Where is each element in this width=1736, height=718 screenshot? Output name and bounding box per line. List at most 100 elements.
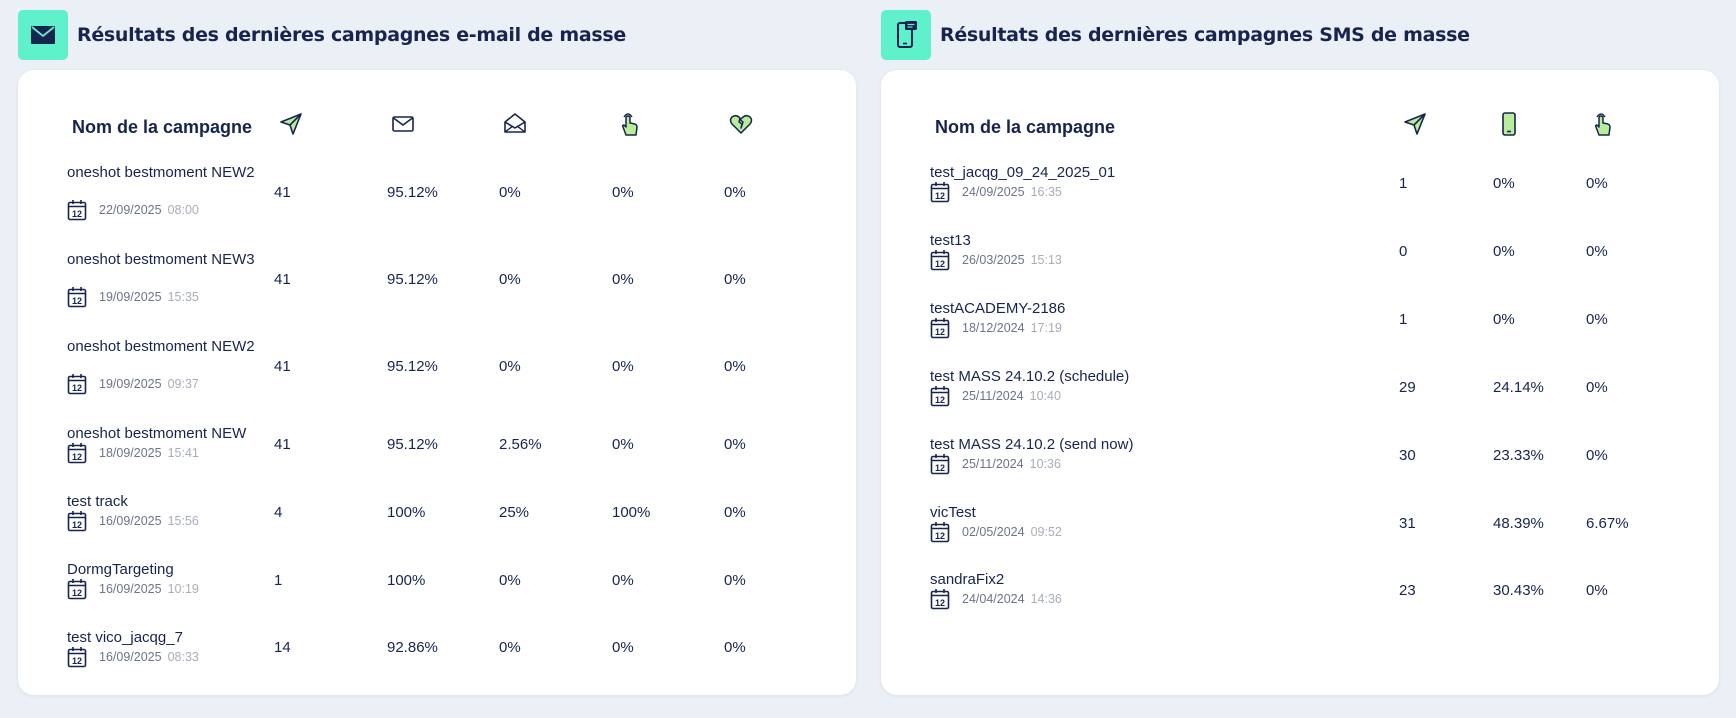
sent-count: 30 — [1399, 447, 1416, 464]
delivered-rate: 24.14% — [1493, 379, 1544, 396]
svg-text:12: 12 — [72, 588, 82, 598]
campaign-date-line: 12 26/03/2025 15:13 — [930, 249, 1062, 271]
sent-count: 41 — [274, 271, 291, 288]
click-rate: 6.67% — [1586, 515, 1629, 532]
delivered-rate: 0% — [1493, 243, 1515, 260]
calendar-icon: 12 — [67, 510, 87, 532]
campaign-name[interactable]: sandraFix2 — [930, 571, 1005, 588]
campaign-name[interactable]: test13 — [930, 232, 971, 249]
campaign-date: 18/09/2025 — [99, 446, 162, 460]
delivered-rate: 48.39% — [1493, 515, 1544, 532]
svg-text:12: 12 — [72, 656, 82, 666]
delivered-rate: 23.33% — [1493, 447, 1544, 464]
click-rate: 0% — [612, 572, 634, 589]
sent-count: 4 — [274, 504, 283, 521]
send-icon — [1404, 113, 1426, 135]
sent-count: 29 — [1399, 379, 1416, 396]
campaign-time: 08:00 — [167, 203, 199, 217]
open-rate: 0% — [499, 572, 521, 589]
sms-column-campaign-name: Nom de la campagne — [935, 117, 1116, 137]
campaign-date-line: 12 18/12/2024 17:19 — [930, 317, 1062, 339]
unsubscribe-rate: 0% — [724, 436, 746, 453]
sent-count: 1 — [1399, 311, 1408, 328]
svg-text:12: 12 — [935, 327, 945, 337]
calendar-icon: 12 — [930, 521, 950, 543]
open-rate: 0% — [499, 271, 521, 288]
campaign-time: 09:52 — [1030, 525, 1062, 539]
click-rate: 0% — [1586, 175, 1608, 192]
campaign-date-line: 12 19/09/2025 15:35 — [67, 286, 199, 308]
unsubscribe-rate: 0% — [724, 271, 746, 288]
campaign-date: 19/09/2025 — [99, 290, 162, 304]
calendar-icon: 12 — [930, 181, 950, 203]
campaign-date: 02/05/2024 — [962, 525, 1025, 539]
sms-campaigns-card — [881, 70, 1719, 695]
campaign-date: 16/09/2025 — [99, 514, 162, 528]
sent-count: 0 — [1399, 243, 1408, 260]
envelope-icon — [18, 10, 68, 60]
campaign-date: 16/09/2025 — [99, 650, 162, 664]
campaign-name[interactable]: oneshot bestmoment NEW3 — [67, 251, 255, 268]
campaign-time: 15:56 — [167, 514, 199, 528]
campaign-date-line: 12 22/09/2025 08:00 — [67, 199, 199, 221]
click-hand-icon — [1594, 113, 1611, 136]
sent-count: 41 — [274, 436, 291, 453]
sent-count: 41 — [274, 184, 291, 201]
campaign-name[interactable]: testACADEMY-2186 — [930, 300, 1066, 317]
campaign-name[interactable]: oneshot bestmoment NEW — [67, 425, 247, 442]
svg-text:12: 12 — [935, 191, 945, 201]
click-rate: 0% — [612, 184, 634, 201]
svg-text:12: 12 — [935, 395, 945, 405]
calendar-icon: 12 — [930, 317, 950, 339]
campaign-date-line: 12 16/09/2025 15:56 — [67, 510, 199, 532]
campaign-date-line: 12 16/09/2025 08:33 — [67, 646, 199, 668]
campaign-date-line: 12 18/09/2025 15:41 — [67, 442, 199, 464]
campaign-time: 14:36 — [1030, 592, 1062, 606]
delivered-rate: 95.12% — [387, 436, 438, 453]
mobile-phone-icon — [1502, 112, 1516, 136]
campaign-name[interactable]: oneshot bestmoment NEW2 — [67, 338, 255, 355]
campaign-name[interactable]: oneshot bestmoment NEW2 — [67, 164, 255, 181]
calendar-icon: 12 — [930, 385, 950, 407]
sent-count: 23 — [1399, 582, 1416, 599]
calendar-icon: 12 — [930, 453, 950, 475]
calendar-icon: 12 — [930, 249, 950, 271]
open-rate: 0% — [499, 184, 521, 201]
campaign-date: 25/11/2024 — [962, 389, 1024, 403]
campaign-date: 24/04/2024 — [962, 592, 1025, 606]
click-rate: 0% — [1586, 243, 1608, 260]
campaign-date-line: 12 19/09/2025 09:37 — [67, 373, 199, 395]
click-rate: 0% — [1586, 379, 1608, 396]
campaign-name[interactable]: test track — [67, 493, 128, 510]
campaign-date: 25/11/2024 — [962, 457, 1024, 471]
campaign-time: 10:36 — [1029, 457, 1061, 471]
open-rate: 25% — [499, 504, 530, 521]
svg-text:12: 12 — [935, 531, 945, 541]
send-icon — [280, 113, 302, 135]
campaign-date-line: 12 24/04/2024 14:36 — [930, 588, 1062, 610]
delivered-rate: 92.86% — [387, 639, 438, 656]
campaign-date: 16/09/2025 — [99, 582, 162, 596]
campaign-date-line: 12 16/09/2025 10:19 — [67, 578, 199, 600]
campaign-time: 10:40 — [1029, 389, 1061, 403]
campaign-name[interactable]: DormgTargeting — [67, 561, 174, 578]
campaign-time: 17:19 — [1030, 321, 1062, 335]
heart-broken-icon — [729, 114, 753, 134]
sent-count: 14 — [274, 639, 291, 656]
campaign-name[interactable]: test MASS 24.10.2 (schedule) — [930, 368, 1130, 385]
calendar-icon: 12 — [67, 373, 87, 395]
email-section-title: Résultats des dernières campagnes e-mail… — [77, 24, 626, 46]
campaign-name[interactable]: vicTest — [930, 504, 976, 521]
campaign-time: 15:13 — [1030, 253, 1062, 267]
campaign-name[interactable]: test vico_jacqg_7 — [67, 629, 183, 646]
delivered-rate: 30.43% — [1493, 582, 1544, 599]
svg-text:12: 12 — [72, 520, 82, 530]
calendar-icon: 12 — [67, 442, 87, 464]
sms-section-header: Résultats des dernières campagnes SMS de… — [881, 10, 1470, 60]
delivered-rate: 95.12% — [387, 184, 438, 201]
calendar-icon: 12 — [930, 588, 950, 610]
campaign-name[interactable]: test MASS 24.10.2 (send now) — [930, 436, 1134, 453]
campaign-name[interactable]: test_jacqg_09_24_2025_01 — [930, 164, 1116, 181]
open-rate: 0% — [499, 639, 521, 656]
campaign-date-line: 12 02/05/2024 09:52 — [930, 521, 1062, 543]
